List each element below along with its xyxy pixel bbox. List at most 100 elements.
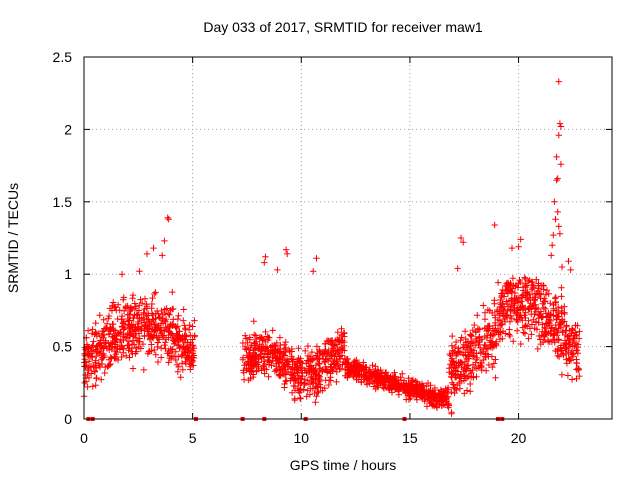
data-point <box>169 288 176 296</box>
data-point <box>246 368 253 375</box>
data-point <box>165 216 172 223</box>
data-point <box>152 326 159 334</box>
data-point <box>557 123 565 130</box>
data-point <box>149 294 156 302</box>
data-point <box>554 327 562 335</box>
grid-layer <box>84 57 612 419</box>
data-point <box>261 259 268 266</box>
data-point <box>370 383 378 390</box>
data-point <box>182 326 189 333</box>
data-point <box>178 360 186 367</box>
data-point <box>298 366 305 374</box>
data-point <box>246 334 253 341</box>
data-point <box>318 367 326 374</box>
data-point <box>555 78 562 85</box>
data-point <box>460 377 468 384</box>
data-point <box>519 291 526 298</box>
data-point <box>277 365 284 373</box>
data-point <box>477 348 485 356</box>
data-point <box>336 366 343 373</box>
data-point <box>475 363 482 371</box>
data-point <box>462 335 469 343</box>
data-point <box>520 329 527 336</box>
data-point <box>273 339 280 347</box>
data-point <box>547 330 554 338</box>
data-point <box>333 356 340 364</box>
data-point <box>328 341 335 348</box>
data-point <box>190 354 198 362</box>
data-point <box>118 342 125 349</box>
data-point <box>371 377 378 385</box>
x-tick-label: 5 <box>189 430 197 446</box>
data-point <box>517 312 524 319</box>
data-point <box>124 342 132 349</box>
chart-title: Day 033 of 2017, SRMTID for receiver maw… <box>203 19 483 35</box>
data-point <box>535 291 542 298</box>
data-point <box>308 348 316 356</box>
data-point <box>465 362 472 369</box>
data-point <box>400 379 407 387</box>
x-axis-label: GPS time / hours <box>290 457 397 473</box>
data-point <box>111 327 119 334</box>
data-point <box>431 386 439 394</box>
y-tick-label: 2 <box>64 121 72 137</box>
data-point <box>271 346 279 353</box>
data-point <box>351 370 358 377</box>
data-point <box>304 342 312 350</box>
data-point <box>403 386 410 393</box>
data-point <box>147 321 155 329</box>
data-point <box>179 366 186 373</box>
data-point <box>467 388 474 395</box>
data-point <box>481 309 489 316</box>
data-point <box>264 333 271 340</box>
data-point <box>410 384 417 391</box>
data-point <box>296 394 304 402</box>
data-point <box>284 250 291 258</box>
data-point <box>499 286 506 294</box>
data-point <box>118 271 126 278</box>
data-point <box>334 360 341 367</box>
data-point <box>395 386 403 394</box>
data-point <box>334 329 341 336</box>
data-point <box>127 304 135 311</box>
data-point <box>476 344 484 351</box>
data-point <box>528 321 536 328</box>
data-point <box>129 365 137 372</box>
data-point <box>553 153 560 161</box>
data-point <box>390 376 398 384</box>
data-point <box>310 365 317 372</box>
data-point <box>448 388 455 396</box>
data-point <box>469 361 477 368</box>
data-point <box>378 372 385 380</box>
data-point <box>469 327 476 334</box>
data-point <box>174 368 181 375</box>
data-point <box>527 300 534 307</box>
data-point <box>173 324 180 331</box>
data-point <box>138 317 145 324</box>
data-point <box>281 380 288 388</box>
data-point <box>507 280 514 287</box>
data-point <box>544 337 552 344</box>
data-point <box>164 214 171 221</box>
data-point <box>570 349 577 357</box>
data-point <box>360 359 367 366</box>
data-point <box>452 338 460 346</box>
data-point <box>111 337 118 345</box>
data-point <box>258 347 266 355</box>
data-point <box>118 323 126 330</box>
data-point <box>551 198 558 205</box>
data-point <box>468 347 475 354</box>
data-point <box>491 221 498 229</box>
data-point <box>513 327 521 334</box>
data-point <box>282 246 290 253</box>
data-point <box>525 335 532 342</box>
data-point <box>545 309 552 317</box>
data-point <box>288 348 295 355</box>
data-point <box>145 348 152 355</box>
data-point <box>282 378 289 385</box>
data-point <box>84 327 92 334</box>
data-point <box>506 318 514 325</box>
data-point <box>89 353 96 361</box>
data-point <box>313 255 320 262</box>
data-point <box>558 293 565 300</box>
